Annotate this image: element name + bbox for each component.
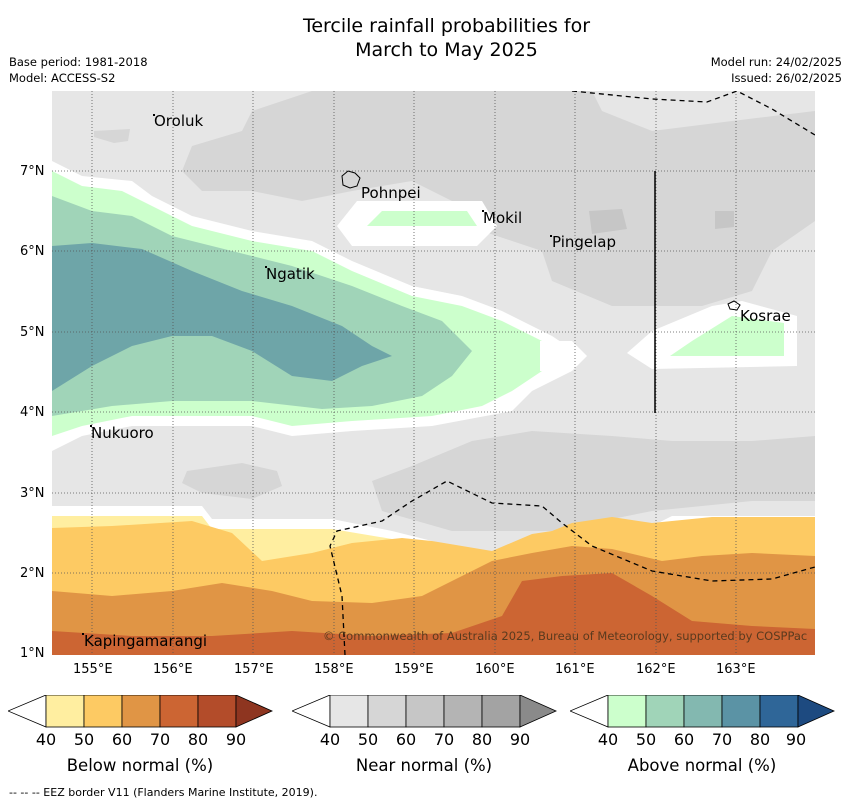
above-normal-60-region [52, 243, 392, 391]
y-tick-2n: 2°N [20, 566, 45, 581]
cb-above-swatch-5 [759, 695, 799, 728]
x-tick-156e: 156°E [153, 662, 193, 677]
pingelap-marker [550, 235, 552, 237]
cb-below-tick-60: 60 [111, 730, 133, 749]
cb-above-swatch-6 [797, 695, 835, 728]
place-ngatik: Ngatik [266, 265, 315, 283]
cb-above-swatch-3 [683, 695, 723, 728]
place-kosrae: Kosrae [740, 307, 791, 325]
y-tick-5n: 5°N [20, 325, 45, 340]
cb-above-tick-50: 50 [635, 730, 657, 749]
map-plot [52, 91, 815, 655]
base-period: Base period: 1981-2018 [9, 55, 148, 69]
x-tick-158e: 158°E [314, 662, 354, 677]
kapingamarangi-marker [82, 633, 84, 635]
model-run-date: Model run: 24/02/2025 [710, 55, 842, 69]
cb-above-tick-60: 60 [673, 730, 695, 749]
kosrae-above-patch [670, 316, 784, 356]
cb-above-tick-70: 70 [711, 730, 733, 749]
cb-near-tick-90: 90 [509, 730, 531, 749]
cb-below-tick-40: 40 [35, 730, 57, 749]
y-tick-7n: 7°N [20, 164, 45, 179]
x-tick-162e: 162°E [636, 662, 676, 677]
issued-date: Issued: 26/02/2025 [731, 71, 842, 85]
title-line-1: Tercile rainfall probabilities for [302, 15, 591, 37]
cb-above-tick-90: 90 [785, 730, 807, 749]
cb-near-tick-80: 80 [471, 730, 493, 749]
x-tick-159e: 159°E [394, 662, 434, 677]
cb-near-label: Near normal (%) [355, 756, 493, 775]
cb-above-tick-80: 80 [749, 730, 771, 749]
white-gap-east [540, 341, 587, 371]
cb-above-tick-40: 40 [597, 730, 619, 749]
mokil-marker [482, 210, 484, 212]
cb-below-swatch-6 [235, 695, 273, 728]
oroluk-marker [153, 114, 155, 116]
model-name: Model: ACCESS-S2 [9, 71, 116, 85]
cb-near-swatch-2 [367, 695, 407, 728]
near-normal-50-south [372, 431, 815, 531]
y-tick-1n: 1°N [20, 646, 45, 661]
place-mokil: Mokil [483, 209, 523, 227]
x-tick-163e: 163°E [716, 662, 756, 677]
cb-near-swatch-6 [519, 695, 557, 728]
place-pohnpei: Pohnpei [361, 184, 421, 202]
cb-near-tick-50: 50 [357, 730, 379, 749]
place-nukuoro: Nukuoro [91, 424, 154, 442]
cb-below-swatch-1 [45, 695, 85, 728]
cb-below-tick-70: 70 [149, 730, 171, 749]
eez-footnote: -- -- -- EEZ border V11 (Flanders Marine… [9, 786, 318, 799]
cb-near-swatch-0 [292, 695, 331, 728]
cb-above-swatch-4 [721, 695, 761, 728]
cb-below-tick-90: 90 [225, 730, 247, 749]
gridlines [52, 91, 815, 655]
x-tick-161e: 161°E [555, 662, 595, 677]
cb-below-swatch-0 [8, 695, 47, 728]
cb-below-swatch-4 [159, 695, 199, 728]
cb-near-swatch-5 [481, 695, 521, 728]
cb-below-tick-50: 50 [73, 730, 95, 749]
cb-near-tick-40: 40 [319, 730, 341, 749]
cb-above-swatch-0 [570, 695, 609, 728]
x-tick-160e: 160°E [475, 662, 515, 677]
colorbar-near-normal [292, 695, 557, 728]
cb-below-label: Below normal (%) [66, 756, 214, 775]
cb-below-swatch-5 [197, 695, 237, 728]
cb-near-swatch-3 [405, 695, 445, 728]
y-tick-4n: 4°N [20, 405, 45, 420]
cb-near-swatch-4 [443, 695, 483, 728]
x-tick-157e: 157°E [234, 662, 274, 677]
near-normal-50-blob-4 [715, 211, 734, 229]
copyright-notice: © Commonwealth of Australia 2025, Bureau… [323, 629, 808, 643]
cb-near-swatch-1 [329, 695, 369, 728]
y-tick-3n: 3°N [20, 486, 45, 501]
cb-below-swatch-2 [83, 695, 123, 728]
near-normal-50-blob-1 [182, 463, 282, 499]
colorbar-below-normal [8, 695, 273, 728]
place-kapingamarangi: Kapingamarangi [84, 632, 208, 650]
eez-border [329, 91, 815, 655]
near-normal-50-blob-3 [589, 209, 627, 234]
cb-above-swatch-2 [645, 695, 685, 728]
ngatik-marker [265, 266, 267, 268]
title-line-2: March to May 2025 [355, 39, 538, 61]
cb-above-label: Above normal (%) [627, 756, 777, 775]
place-pingelap: Pingelap [552, 233, 617, 251]
cb-near-tick-60: 60 [395, 730, 417, 749]
near-normal-50-blob-2 [94, 129, 130, 143]
y-tick-6n: 6°N [20, 244, 45, 259]
x-tick-155e: 155°E [73, 662, 113, 677]
kosrae-island-icon [727, 300, 741, 311]
place-oroluk: Oroluk [154, 112, 204, 130]
cb-below-tick-80: 80 [187, 730, 209, 749]
near-normal-50-region [182, 91, 815, 306]
below-normal-70-region [52, 573, 815, 655]
nukuoro-marker [90, 425, 92, 427]
cb-below-swatch-3 [121, 695, 161, 728]
mokil-above-patch [367, 211, 477, 226]
pohnpei-island-icon [341, 170, 361, 189]
colorbar-above-normal [570, 695, 835, 728]
cb-near-tick-70: 70 [433, 730, 455, 749]
cb-above-swatch-1 [607, 695, 647, 728]
